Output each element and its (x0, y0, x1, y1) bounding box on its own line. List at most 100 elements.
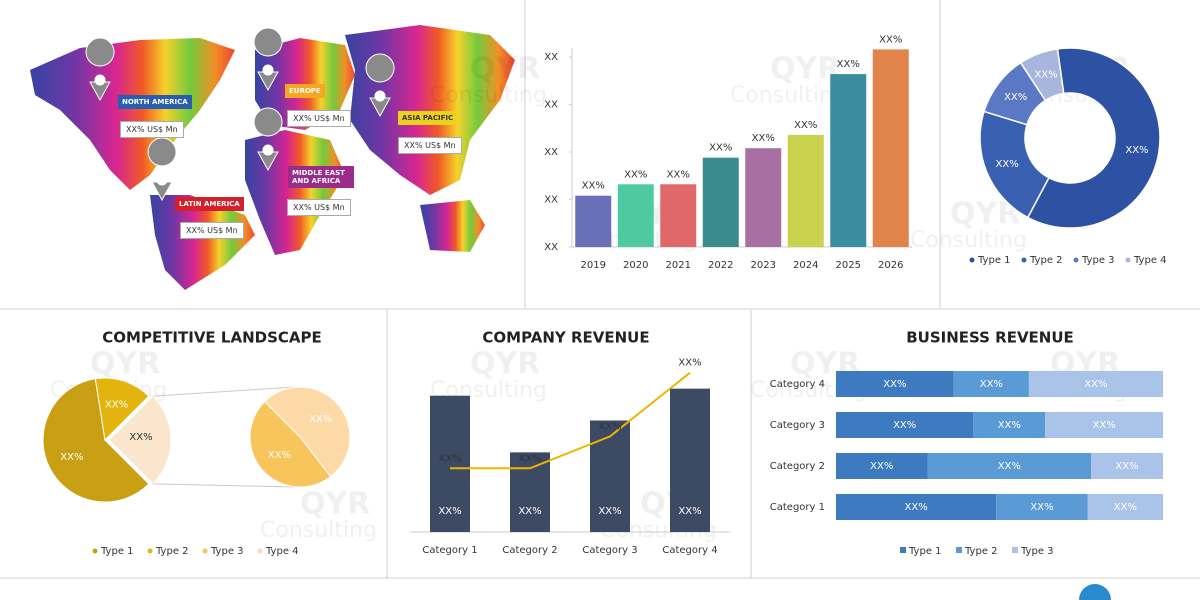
value-label: XX% (105, 400, 128, 411)
watermark-text: Consulting (910, 228, 1027, 253)
value-label: XX% (518, 453, 541, 464)
region-name: EUROPE (285, 84, 325, 98)
region-value: XX% US$ Mn (398, 137, 462, 154)
x-tick-label: 2019 (581, 260, 606, 271)
value-label: XX% (893, 420, 916, 431)
bar-segment (953, 371, 1029, 397)
region-value: XX% US$ Mn (287, 199, 351, 216)
bar-segment (1091, 453, 1163, 479)
y-tick-label: XX (544, 147, 558, 158)
value-label: XX% (678, 506, 701, 517)
legend-label: Type 4 (1133, 255, 1167, 266)
value-label: XX% (438, 453, 461, 464)
legend-marker (1125, 257, 1131, 263)
legend-marker (900, 547, 906, 553)
value-label: XX% (879, 34, 902, 45)
region-name: MIDDLE EAST AND AFRICA (288, 166, 354, 188)
bar (660, 184, 697, 247)
legend-label: Type 4 (265, 546, 299, 557)
chart-title: BUSINESS REVENUE (906, 329, 1074, 347)
legend-label: Type 2 (1029, 255, 1063, 266)
watermark-logo: QYR (470, 347, 540, 382)
value-label: XX% (1034, 69, 1057, 80)
x-tick-label: 2025 (836, 260, 861, 271)
x-tick-label: 2023 (751, 260, 776, 271)
region-value: XX% US$ Mn (120, 121, 184, 138)
bar (510, 452, 550, 532)
bar (575, 195, 612, 247)
bar (787, 134, 824, 247)
x-tick-label: 2020 (623, 260, 648, 271)
bar (590, 420, 630, 532)
bar-segment (836, 453, 928, 479)
value-label: XX% (1030, 502, 1053, 513)
value-label: XX% (598, 421, 621, 432)
bar (702, 157, 739, 247)
watermark-logo: QYR (300, 487, 370, 522)
legend-label: Type 2 (964, 546, 998, 557)
region-name: LATIN AMERICA (175, 197, 244, 211)
region-name: ASIA PACIFIC (398, 111, 458, 125)
value-label: XX% (624, 169, 647, 180)
value-label: XX% (752, 133, 775, 144)
value-label: XX% (837, 59, 860, 70)
legend-marker (1012, 547, 1018, 553)
donut-slice (1019, 48, 1065, 102)
group-label: XX% (129, 432, 152, 443)
bar (670, 388, 710, 532)
panel-borders (0, 0, 1200, 579)
x-tick-label: Category 2 (502, 545, 557, 556)
value-label: XX% (996, 159, 1019, 170)
value-label: XX% (1114, 502, 1137, 513)
chart-title: COMPETITIVE LANDSCAPE (102, 329, 321, 347)
bar-segment (836, 494, 997, 520)
y-tick-label: Category 2 (770, 461, 825, 472)
x-tick-label: Category 4 (662, 545, 717, 556)
pie-slice (42, 378, 150, 503)
watermark-text: Consulting (260, 518, 377, 543)
y-tick-label: Category 3 (770, 420, 825, 431)
x-tick-label: Category 1 (422, 545, 477, 556)
x-tick-label: 2024 (793, 260, 818, 271)
pie-slice (94, 377, 150, 442)
region-value: XX% US$ Mn (287, 110, 351, 127)
value-label: XX% (794, 120, 817, 131)
watermark-logo: QYR (770, 52, 840, 87)
legend-marker (1073, 257, 1079, 263)
bar-segment (996, 494, 1088, 520)
value-label: XX% (598, 506, 621, 517)
value-label: XX% (870, 461, 893, 472)
legend-marker (202, 548, 208, 554)
y-tick-label: Category 4 (770, 379, 825, 390)
legend-marker (956, 547, 962, 553)
y-tick-label: XX (544, 242, 558, 253)
connector (152, 483, 296, 488)
value-label: XX% (678, 358, 701, 369)
value-label: XX% (980, 379, 1003, 390)
y-tick-label: XX (544, 52, 558, 63)
bar-segment (1087, 494, 1163, 520)
pie-group-slice (108, 395, 172, 485)
chart-title: COMPANY REVENUE (482, 329, 649, 347)
bar (830, 74, 867, 247)
x-tick-label: 2026 (878, 260, 903, 271)
value-label: XX% (268, 450, 291, 461)
bar-segment (836, 412, 974, 438)
value-label: XX% (1004, 92, 1027, 103)
bar (617, 184, 654, 247)
bar-segment (836, 371, 954, 397)
value-label: XX% (998, 461, 1021, 472)
region-name: NORTH AMERICA (118, 95, 192, 109)
x-tick-label: 2021 (666, 260, 691, 271)
value-label: XX% (1115, 461, 1138, 472)
bar (745, 148, 782, 247)
value-label: XX% (438, 506, 461, 517)
legend-label: Type 1 (977, 255, 1011, 266)
bar-segment (1045, 412, 1163, 438)
region-value: XX% US$ Mn (180, 222, 244, 239)
bar-segment (1028, 371, 1163, 397)
value-label: XX% (1093, 420, 1116, 431)
y-tick-label: XX (544, 100, 558, 111)
